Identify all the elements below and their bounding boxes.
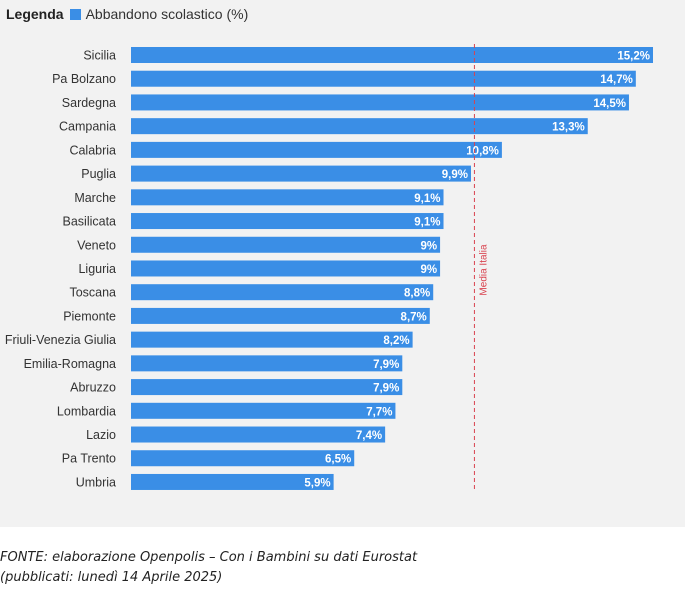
value-label: 8,8% [404,288,430,300]
value-label: 15,2% [617,51,650,63]
bar-basilicata [131,213,444,230]
bar-veneto [131,236,441,253]
category-label: Toscana [69,286,116,300]
category-label: Pa Bolzano [52,72,116,86]
legend-swatch [69,8,81,20]
bar-abruzzo [131,379,403,396]
source-line-1: FONTE: elaborazione Openpolis – Con i Ba… [0,550,418,565]
value-label: 7,9% [373,383,399,395]
bar-lazio [131,426,386,443]
value-label: 5,9% [304,477,330,489]
category-label: Basilicata [63,215,117,229]
bar-chart: Sicilia 15,2% Pa Bolzano 14,7% Sardegna 14,5%… [5,44,653,492]
category-label: Veneto [77,238,116,252]
category-label: Calabria [69,143,116,157]
value-label: 9,1% [414,217,440,229]
bar-puglia [131,165,471,182]
bar-sicilia [131,47,653,63]
category-label: Campania [59,120,116,134]
value-label: 9% [420,264,437,276]
category-label: Friuli-Venezia Giulia [5,333,116,347]
category-label: Piemonte [63,309,116,323]
value-label: 9% [420,240,437,252]
value-label: 13,3% [552,122,585,134]
bar-pa-trento [131,450,355,467]
value-label: 9,9% [442,169,468,181]
bar-calabria [131,141,502,158]
value-label: 9,1% [414,193,440,205]
category-label: Sardegna [62,96,116,110]
value-label: 7,4% [356,430,382,442]
value-label: 6,5% [325,454,351,466]
category-label: Abruzzo [70,381,116,395]
bar-friuli-venezia-giulia [131,331,413,348]
legend: Legenda Abbandono scolastico (%) [6,3,248,25]
source-note: FONTE: elaborazione Openpolis – Con i Ba… [0,548,417,588]
category-label: Marche [74,191,116,205]
bar-lombardia [131,402,396,419]
legend-series-label: Abbandono scolastico (%) [85,6,249,22]
value-label: 8,2% [383,335,409,347]
value-label: 8,7% [401,311,427,323]
category-label: Lazio [86,428,116,442]
bar-piemonte [131,307,430,324]
value-label: 14,5% [593,98,626,110]
value-label: 10,8% [466,145,499,157]
source-line-2: (pubblicati: lunedì 14 Aprile 2025) [0,570,223,585]
bar-toscana [131,284,434,301]
legend-title: Legenda [6,6,64,22]
category-label: Emilia-Romagna [24,357,116,371]
bar-pa-bolzano [131,70,636,87]
bar-marche [131,189,444,206]
reference-line-label: Media Italia [478,244,489,296]
value-label: 14,7% [600,74,633,86]
bar-emilia-romagna [131,355,403,372]
chart-panel: Legenda Abbandono scolastico (%) Sicilia… [0,0,685,527]
value-label: 7,7% [366,406,392,418]
category-label: Puglia [81,167,116,181]
category-label: Liguria [78,262,116,276]
bar-campania [131,118,588,135]
value-label: 7,9% [373,359,399,371]
category-label: Pa Trento [62,452,116,466]
category-label: Sicilia [83,49,116,63]
category-label: Lombardia [57,404,116,418]
category-label: Umbria [76,475,116,489]
bar-liguria [131,260,441,277]
bar-sardegna [131,94,629,111]
bar-umbria [131,473,334,490]
